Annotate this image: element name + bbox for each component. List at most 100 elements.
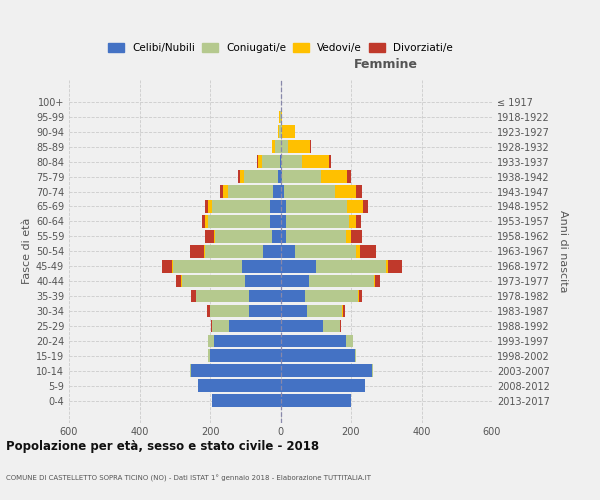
- Bar: [249, 290, 281, 302]
- Bar: [262, 156, 280, 168]
- Text: Femmine: Femmine: [354, 58, 418, 71]
- Bar: [197, 380, 281, 392]
- Bar: [212, 320, 229, 332]
- Bar: [282, 126, 295, 138]
- Bar: [281, 334, 346, 347]
- Bar: [359, 290, 362, 302]
- Bar: [278, 170, 281, 183]
- Bar: [374, 275, 375, 287]
- Bar: [208, 350, 210, 362]
- Bar: [258, 156, 262, 168]
- Bar: [307, 304, 342, 318]
- Bar: [212, 200, 270, 213]
- Bar: [205, 200, 208, 213]
- Bar: [347, 170, 351, 183]
- Bar: [346, 334, 353, 347]
- Bar: [356, 245, 360, 258]
- Bar: [281, 185, 284, 198]
- Bar: [281, 304, 307, 318]
- Bar: [346, 230, 351, 242]
- Bar: [208, 334, 214, 347]
- Bar: [388, 260, 402, 272]
- Bar: [270, 200, 281, 213]
- Bar: [215, 230, 272, 242]
- Bar: [173, 260, 242, 272]
- Bar: [214, 334, 281, 347]
- Bar: [272, 140, 275, 153]
- Bar: [208, 200, 212, 213]
- Bar: [212, 394, 281, 407]
- Bar: [210, 304, 249, 318]
- Bar: [278, 126, 279, 138]
- Bar: [360, 245, 376, 258]
- Y-axis label: Fasce di età: Fasce di età: [22, 218, 32, 284]
- Bar: [281, 320, 323, 332]
- Bar: [202, 215, 205, 228]
- Bar: [172, 260, 173, 272]
- Bar: [302, 156, 329, 168]
- Bar: [274, 185, 281, 198]
- Bar: [329, 156, 331, 168]
- Bar: [182, 275, 245, 287]
- Bar: [205, 245, 263, 258]
- Bar: [280, 110, 281, 123]
- Bar: [356, 185, 362, 198]
- Bar: [281, 245, 295, 258]
- Bar: [281, 170, 282, 183]
- Bar: [223, 185, 227, 198]
- Bar: [281, 260, 316, 272]
- Bar: [210, 350, 281, 362]
- Bar: [207, 304, 209, 318]
- Bar: [281, 275, 309, 287]
- Bar: [287, 140, 310, 153]
- Bar: [263, 245, 281, 258]
- Bar: [191, 290, 196, 302]
- Bar: [281, 290, 305, 302]
- Bar: [279, 126, 281, 138]
- Bar: [240, 170, 244, 183]
- Legend: Celibi/Nubili, Coniugati/e, Vedovi/e, Divorziati/e: Celibi/Nubili, Coniugati/e, Vedovi/e, Di…: [104, 39, 457, 58]
- Bar: [358, 290, 359, 302]
- Bar: [284, 185, 335, 198]
- Bar: [190, 364, 191, 377]
- Y-axis label: Anni di nascita: Anni di nascita: [558, 210, 568, 292]
- Bar: [203, 245, 205, 258]
- Bar: [295, 245, 356, 258]
- Bar: [309, 275, 374, 287]
- Bar: [227, 185, 274, 198]
- Bar: [196, 290, 249, 302]
- Bar: [281, 200, 286, 213]
- Bar: [238, 170, 240, 183]
- Bar: [205, 230, 214, 242]
- Bar: [375, 275, 380, 287]
- Bar: [249, 304, 281, 318]
- Bar: [305, 290, 358, 302]
- Bar: [214, 230, 215, 242]
- Bar: [281, 394, 351, 407]
- Bar: [316, 260, 386, 272]
- Bar: [191, 364, 281, 377]
- Bar: [340, 320, 341, 332]
- Bar: [281, 215, 286, 228]
- Bar: [286, 230, 346, 242]
- Bar: [245, 275, 281, 287]
- Bar: [281, 380, 365, 392]
- Bar: [162, 260, 172, 272]
- Bar: [286, 200, 347, 213]
- Bar: [281, 350, 355, 362]
- Bar: [190, 245, 203, 258]
- Bar: [220, 185, 223, 198]
- Bar: [229, 320, 281, 332]
- Bar: [281, 230, 286, 242]
- Bar: [351, 230, 362, 242]
- Bar: [272, 230, 281, 242]
- Bar: [208, 215, 270, 228]
- Bar: [281, 110, 282, 123]
- Bar: [211, 320, 212, 332]
- Bar: [257, 156, 258, 168]
- Bar: [281, 140, 287, 153]
- Bar: [321, 170, 347, 183]
- Bar: [282, 170, 321, 183]
- Bar: [281, 126, 282, 138]
- Bar: [343, 304, 346, 318]
